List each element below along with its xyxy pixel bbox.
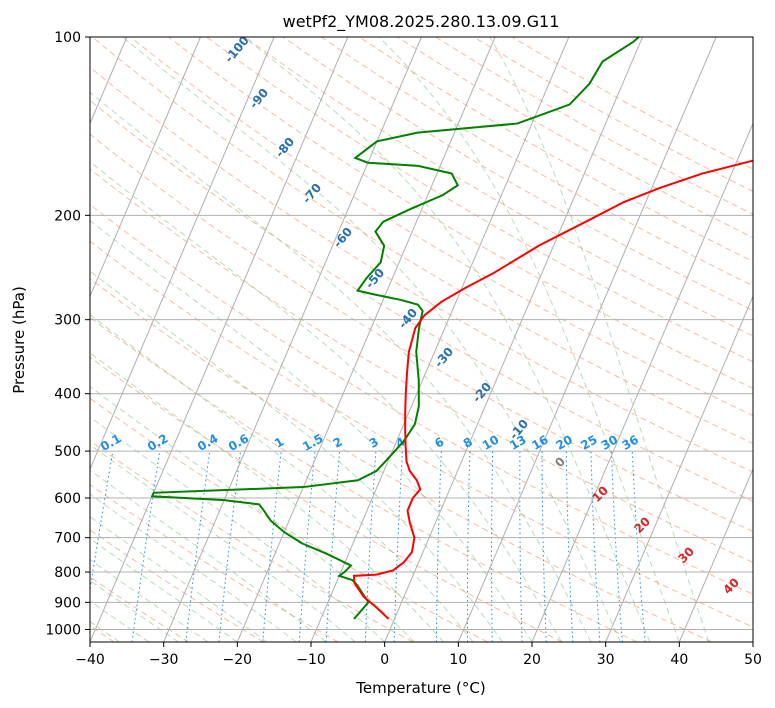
dry-adiabat-line [90, 203, 753, 595]
mixing-ratio-line [185, 451, 211, 642]
mixing-ratio-line [325, 451, 341, 642]
y-tick-label: 300 [54, 313, 81, 329]
moist-adiabat-line [90, 416, 386, 642]
y-tick-label: 1000 [45, 622, 81, 638]
moist-adiabat-line [90, 220, 533, 642]
x-axis: −40 −30 −20 −10 0 10 20 30 40 50 [75, 642, 762, 668]
dry-adiabat-line [90, 278, 712, 642]
dry-adiabat-line [90, 529, 264, 642]
y-tick-label: 500 [54, 444, 81, 460]
mixing-ratio-line [298, 451, 316, 642]
isotherm-line [457, 37, 717, 642]
plot-frame [89, 36, 754, 643]
isotherm-line [605, 295, 753, 642]
temperature-profile [352, 159, 753, 620]
y-tick-label: 800 [54, 565, 81, 581]
mixing-ratio-line [610, 451, 623, 642]
dry-adiabat-line [130, 37, 753, 417]
mixing-ratio-line [364, 451, 377, 642]
dry-adiabat-line [90, 240, 753, 628]
moist-adiabat-line [90, 314, 474, 642]
x-axis-label: Temperature (°C) [355, 679, 485, 697]
isotherm-line [90, 37, 349, 642]
y-tick-label: 600 [54, 491, 81, 507]
isotherm-line [236, 37, 496, 642]
x-tick-label: 10 [449, 652, 467, 668]
y-tick-label: 100 [54, 30, 81, 46]
y-axis-label: Pressure (hPa) [10, 286, 28, 394]
dry-adiabat-line [90, 316, 638, 642]
mixing-ratio-line [262, 451, 282, 642]
x-tick-label: 40 [670, 652, 688, 668]
moist-adiabat-line [489, 37, 710, 642]
x-tick-label: 0 [380, 652, 389, 668]
isotherm-line [384, 37, 643, 642]
moist-adiabat-line [90, 579, 179, 642]
y-axis: 100 200 300 400 500 600 700 800 900 1000 [45, 30, 90, 638]
mixing-ratio-line [491, 451, 494, 642]
moist-adiabat-line [90, 516, 268, 642]
dry-adiabat-line [168, 37, 753, 389]
dry-adiabat-line [90, 133, 753, 533]
moist-adiabat-line [90, 493, 297, 642]
dry-adiabat-line [282, 37, 753, 312]
y-tick-label: 700 [54, 531, 81, 547]
mixing-ratio-line [565, 451, 574, 642]
x-tick-label: −20 [223, 652, 253, 668]
dry-adiabat-line [244, 37, 753, 337]
dry-adiabat-line [90, 99, 753, 502]
mixing-ratio-line [541, 451, 547, 642]
x-tick-label: 30 [597, 652, 615, 668]
moist-adiabat-line [90, 537, 238, 642]
x-tick-label: −40 [75, 652, 105, 668]
mixing-ratio-line [435, 451, 442, 642]
chart-title: wetPf2_YM08.2025.280.13.09.G11 [283, 12, 560, 32]
x-tick-label: 20 [523, 652, 541, 668]
mixing-ratio-line [218, 451, 242, 642]
y-tick-label: 200 [54, 208, 81, 224]
moist-adiabat-line [378, 37, 680, 642]
dry-adiabat-line [91, 37, 753, 445]
y-tick-label: 400 [54, 387, 81, 403]
isotherm-line [163, 37, 422, 642]
profiles [150, 37, 753, 620]
moist-adiabat-line [90, 352, 444, 642]
moist-adiabat-line [90, 386, 415, 642]
dewpoint-profile [150, 37, 640, 620]
moist-adiabat-line [90, 559, 209, 642]
isotherm-line [531, 122, 753, 642]
isotherm-line [310, 37, 570, 642]
x-tick-label: −10 [296, 652, 326, 668]
mixing-ratio-line [90, 451, 114, 593]
mixing-ratio-line [631, 451, 646, 642]
x-tick-label: 50 [744, 652, 762, 668]
moist-adiabat-line [90, 270, 503, 642]
moist-adiabat-line [122, 37, 621, 642]
x-tick-label: −30 [149, 652, 179, 668]
mixing-ratio-line [466, 451, 471, 642]
mixing-ratio-line [519, 451, 523, 642]
moist-adiabat-line [243, 37, 651, 642]
background-lines [90, 37, 753, 642]
isotherm-line [678, 467, 753, 642]
moist-adiabat-line [90, 469, 327, 642]
y-tick-label: 900 [54, 595, 81, 611]
isotherm-line [90, 37, 275, 471]
mixing-ratio-line [590, 451, 601, 642]
isotherm-line [90, 37, 201, 298]
dry-adiabat-line [90, 483, 339, 642]
moist-adiabat-line [90, 161, 562, 642]
